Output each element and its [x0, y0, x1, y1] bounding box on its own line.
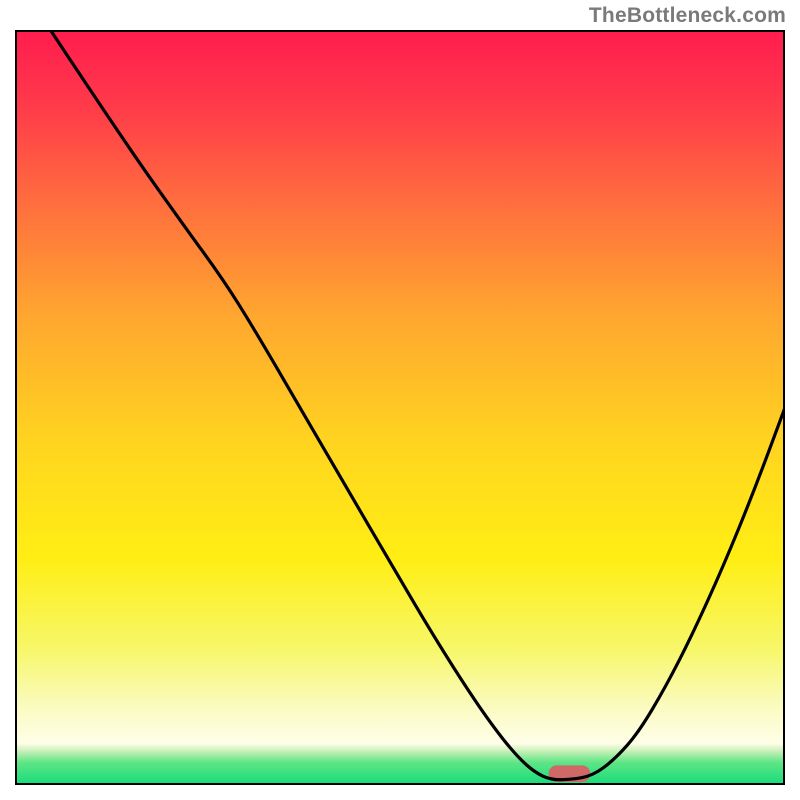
- chart-container: TheBottleneck.com: [0, 0, 800, 800]
- gradient-background: [15, 30, 785, 785]
- chart-plot-area: [15, 30, 785, 785]
- watermark-text: TheBottleneck.com: [589, 4, 786, 28]
- chart-svg: [15, 30, 785, 785]
